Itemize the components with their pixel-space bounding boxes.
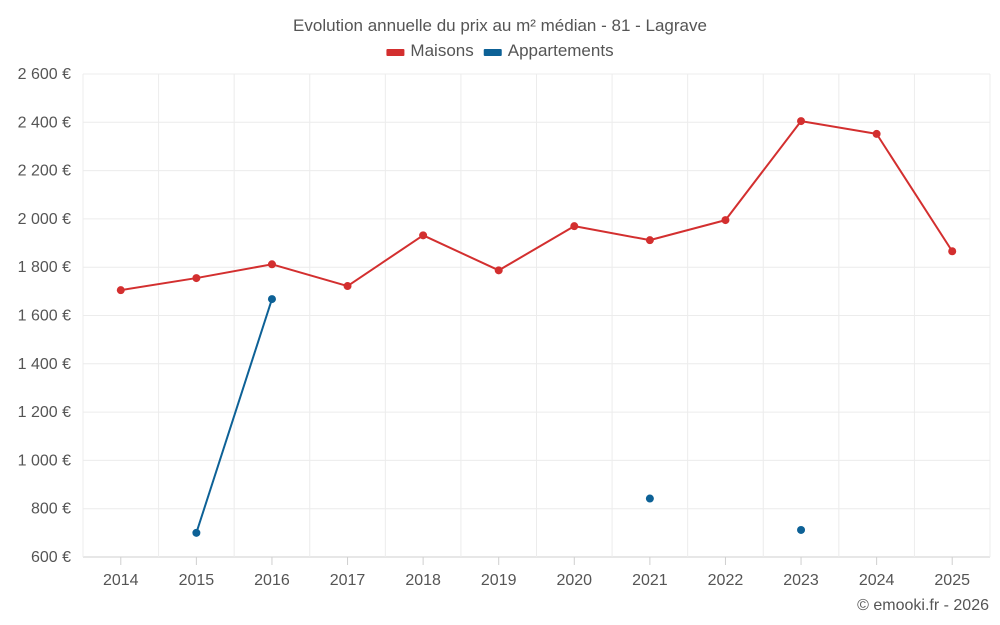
- series-line: [120, 120, 954, 292]
- data-point[interactable]: [267, 295, 276, 304]
- data-point[interactable]: [872, 129, 881, 138]
- series-line: [195, 298, 273, 534]
- chart-credit: © emooki.fr - 2026: [857, 597, 989, 614]
- x-tick-label: 2023: [783, 572, 819, 589]
- series-maisons: [116, 117, 957, 295]
- legend-item-maisons[interactable]: Maisons: [386, 41, 474, 60]
- data-point[interactable]: [343, 282, 352, 291]
- y-axis-ticks: 600 € 800 € 1 000 € 1 200 € 1 400 € 1 600 € 1 …: [18, 66, 71, 566]
- y-tick-label: 1 800 €: [18, 259, 71, 276]
- x-tick-label: 2021: [632, 572, 668, 589]
- y-tick-label: 1 400 €: [18, 356, 71, 373]
- legend-symbol: [386, 49, 405, 56]
- legend-label: Appartements: [508, 41, 614, 60]
- y-tick-label: 1 000 €: [18, 452, 71, 469]
- data-point[interactable]: [721, 216, 730, 225]
- data-point[interactable]: [645, 494, 654, 503]
- chart-title: Evolution annuelle du prix au m² médian …: [293, 16, 707, 35]
- x-tick-label: 2022: [708, 572, 744, 589]
- y-tick-label: 1 200 €: [18, 404, 71, 421]
- y-tick-label: 1 600 €: [18, 308, 71, 325]
- series-appartements: [192, 295, 806, 537]
- x-tick-label: 2014: [103, 572, 139, 589]
- series: [116, 117, 957, 537]
- y-tick-label: 800 €: [31, 501, 71, 518]
- x-tick-label: 2017: [330, 572, 366, 589]
- legend-label: Maisons: [410, 41, 473, 60]
- data-point[interactable]: [494, 266, 503, 275]
- data-point[interactable]: [116, 286, 125, 295]
- legend-item-appartements[interactable]: Appartements: [483, 41, 614, 60]
- y-tick-label: 600 €: [31, 549, 71, 566]
- y-tick-label: 2 200 €: [18, 163, 71, 180]
- data-point[interactable]: [948, 247, 957, 256]
- data-point[interactable]: [570, 222, 579, 231]
- x-tick-label: 2020: [556, 572, 592, 589]
- data-point[interactable]: [797, 525, 806, 534]
- x-tick-label: 2024: [859, 572, 895, 589]
- data-point[interactable]: [645, 236, 654, 245]
- data-point[interactable]: [267, 260, 276, 269]
- data-point[interactable]: [192, 274, 201, 283]
- x-axis-ticks: 2014 2015 2016 2017 2018 2019 2020 2021 2022 2023…: [103, 557, 970, 589]
- data-point[interactable]: [797, 117, 806, 126]
- x-tick-label: 2019: [481, 572, 517, 589]
- grid: [82, 73, 991, 558]
- y-tick-label: 2 600 €: [18, 66, 71, 83]
- x-tick-label: 2015: [179, 572, 215, 589]
- x-tick-label: 2025: [934, 572, 970, 589]
- y-tick-label: 2 400 €: [18, 114, 71, 131]
- x-tick-label: 2018: [405, 572, 441, 589]
- data-point[interactable]: [419, 231, 428, 240]
- x-tick-label: 2016: [254, 572, 290, 589]
- y-tick-label: 2 000 €: [18, 211, 71, 228]
- legend-symbol: [483, 49, 502, 56]
- data-point[interactable]: [192, 528, 201, 537]
- legend: Maisons Appartements: [386, 41, 614, 60]
